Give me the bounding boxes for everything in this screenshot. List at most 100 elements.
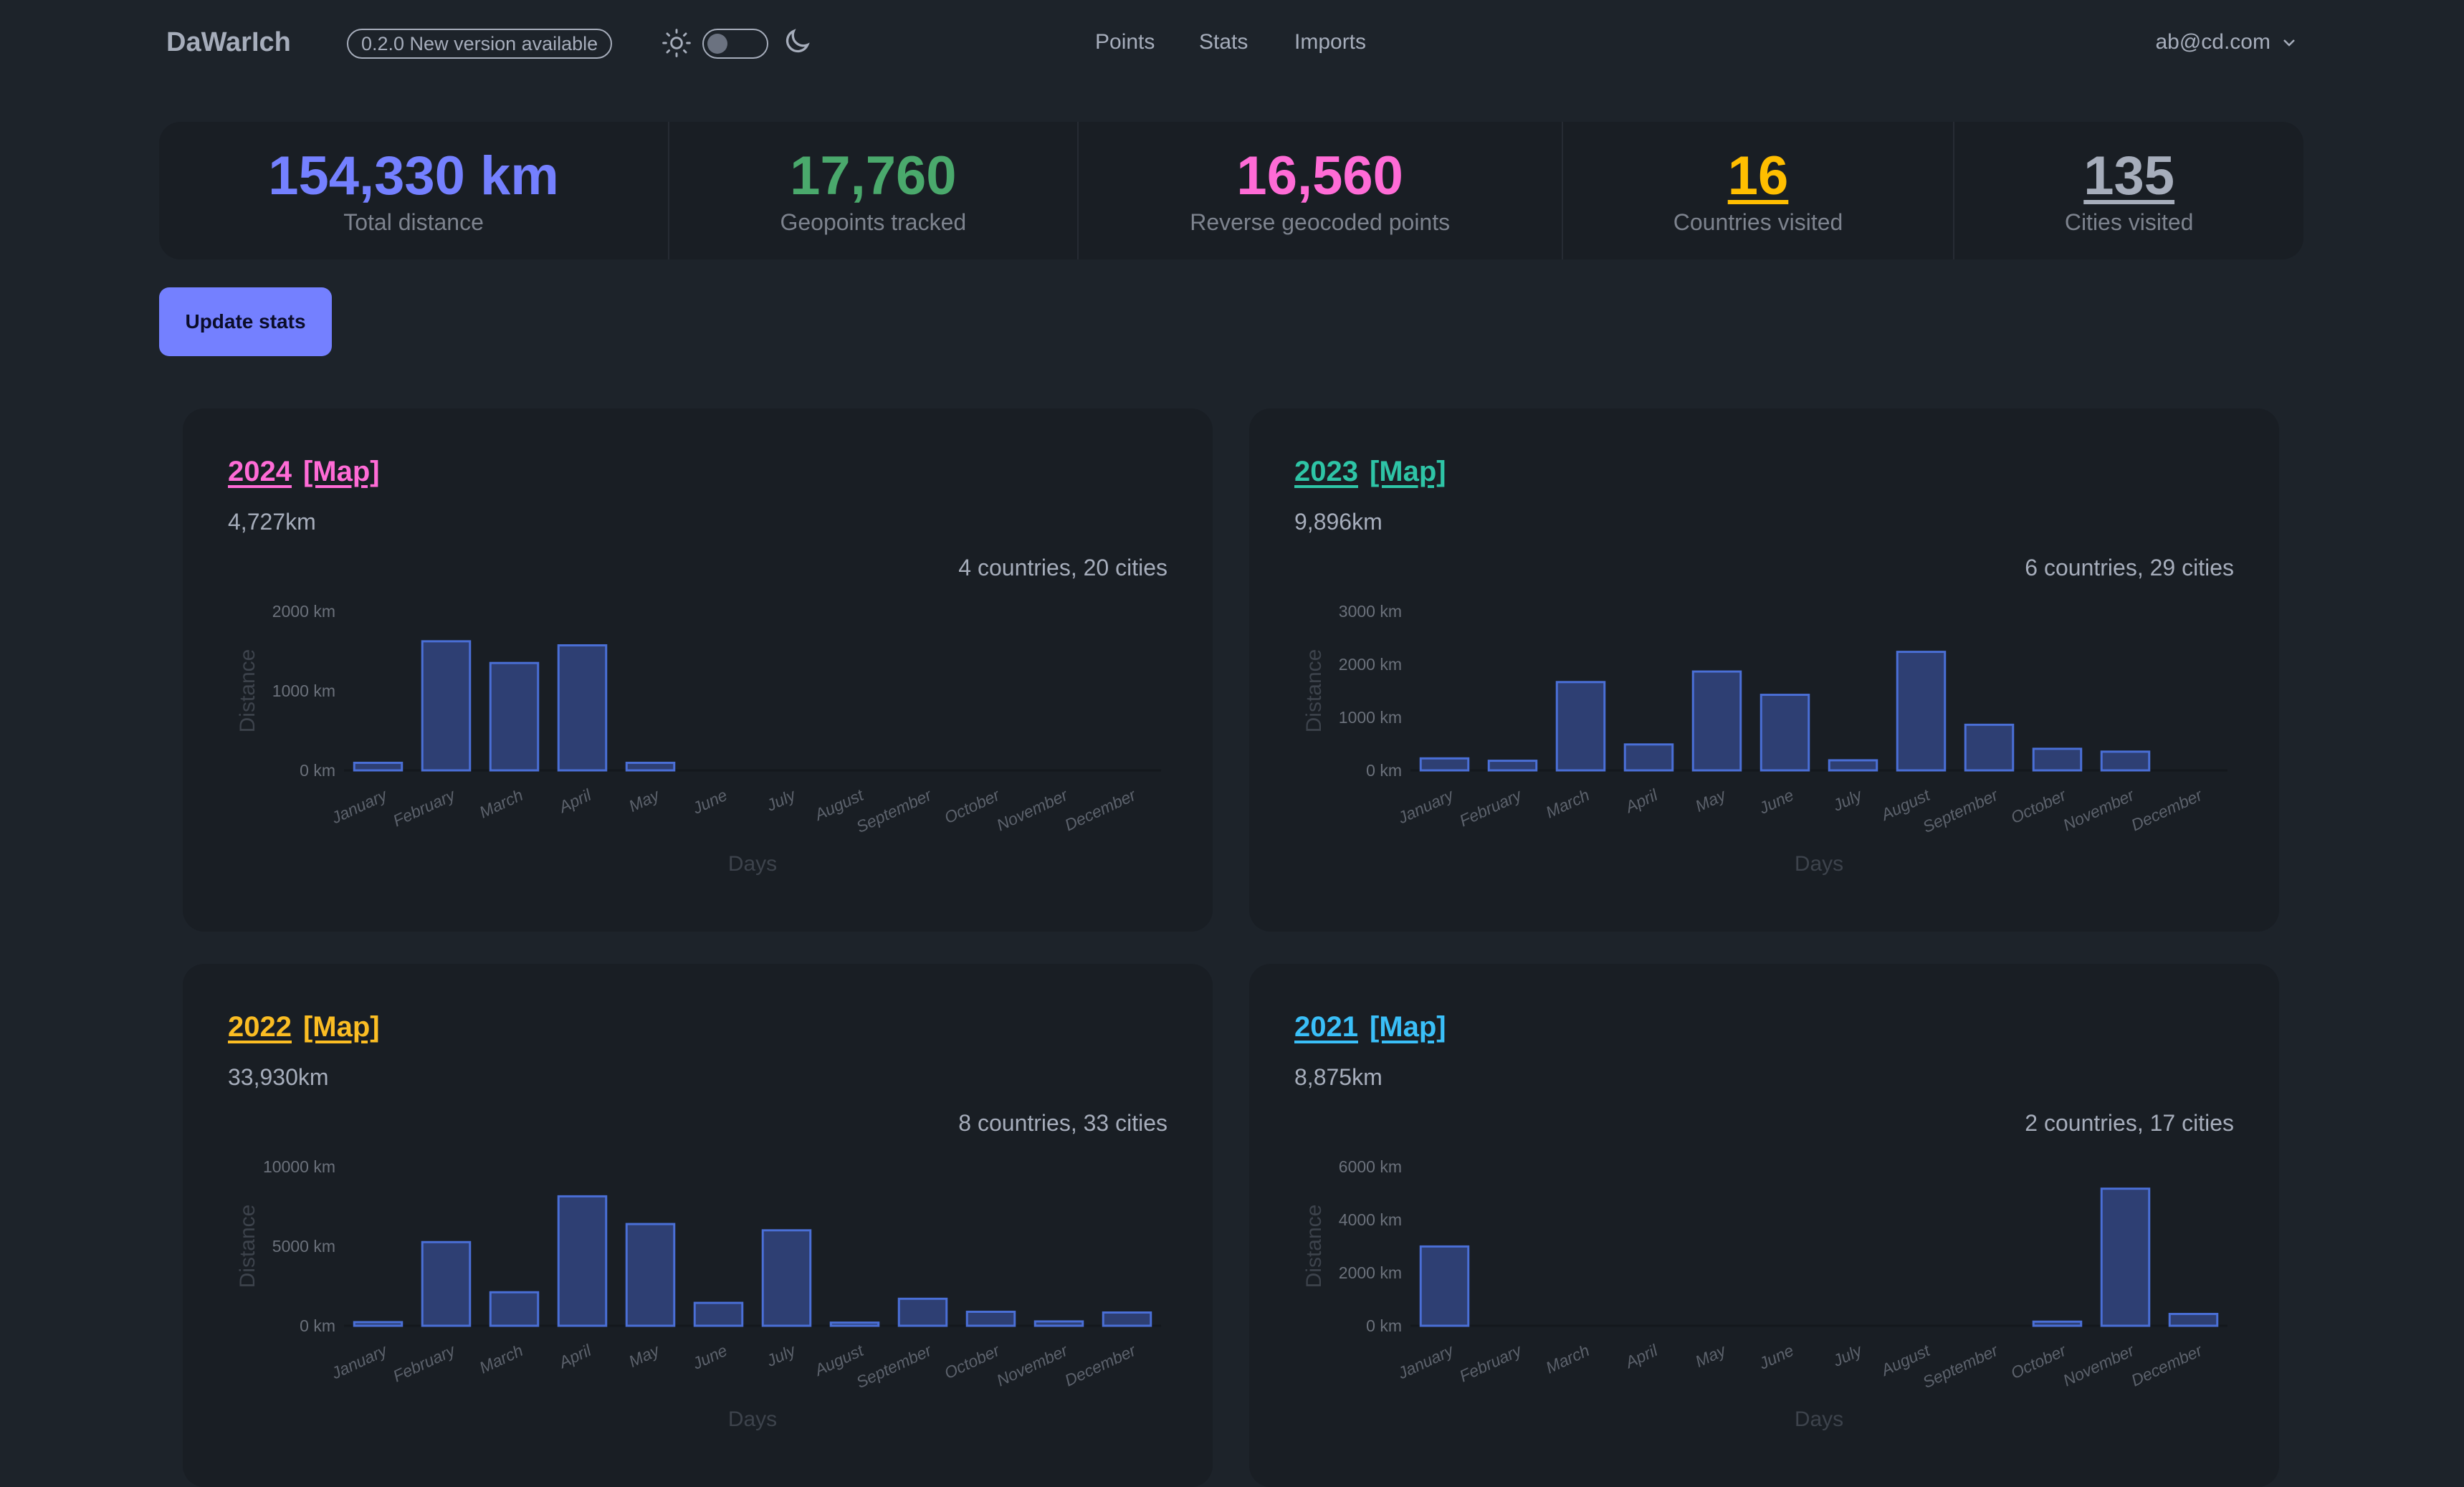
x-tick-label: July	[1830, 1340, 1866, 1370]
bar-january	[353, 1321, 403, 1327]
x-tick-label: November	[993, 785, 1071, 834]
map-link[interactable]: [Map]	[1369, 1011, 1446, 1043]
x-tick-label: April	[555, 1341, 594, 1372]
x-tick-label: May	[1692, 785, 1729, 816]
stat-label: Reverse geocoded points	[1190, 209, 1451, 235]
year-card-2022: 2022 [Map] 33,930km 8 countries, 33 citie…	[183, 964, 1213, 1487]
year-card-2024: 2024 [Map] 4,727km 4 countries, 20 cities…	[183, 408, 1213, 932]
y-tick-label: 0 km	[300, 1316, 335, 1335]
update-stats-button[interactable]: Update stats	[159, 287, 332, 356]
x-tick-label: September	[854, 785, 935, 836]
bar-august	[829, 1321, 880, 1327]
nav-link-stats[interactable]: Stats	[1199, 30, 1248, 54]
x-tick-label: December	[1061, 785, 1139, 834]
bar-december	[1102, 1311, 1152, 1327]
x-tick-label: December	[2128, 785, 2205, 834]
x-tick-label: December	[1061, 1340, 1139, 1390]
countries-link[interactable]: 16	[1727, 145, 1789, 206]
y-axis-title: Distance	[236, 649, 259, 733]
year-distance: 8,875km	[1294, 1064, 1383, 1090]
year-link[interactable]: 2022	[228, 1011, 292, 1043]
x-tick-label: May	[1692, 1340, 1729, 1371]
bar-october	[965, 1310, 1016, 1327]
x-tick-label: January	[328, 785, 391, 827]
version-badge[interactable]: 0.2.0 New version available	[347, 29, 613, 59]
year-link[interactable]: 2023	[1294, 456, 1358, 487]
year-card-2021: 2021 [Map] 8,875km 2 countries, 17 cities…	[1249, 964, 2279, 1487]
bar-february	[421, 1240, 472, 1327]
x-tick-label: January	[1395, 1340, 1457, 1382]
year-link[interactable]: 2021	[1294, 1011, 1358, 1043]
y-tick-label: 0 km	[1366, 761, 1402, 780]
x-tick-label: September	[854, 1340, 935, 1392]
year-title: 2022 [Map]	[228, 1011, 391, 1043]
x-tick-label: February	[1456, 785, 1525, 830]
bar-june	[693, 1301, 744, 1327]
bar-april	[1623, 743, 1674, 772]
year-link[interactable]: 2024	[228, 456, 292, 487]
y-tick-label: 6000 km	[1339, 1157, 1402, 1176]
bar-october	[2032, 747, 2083, 772]
map-link[interactable]: [Map]	[302, 1011, 380, 1043]
moon-icon	[785, 29, 810, 53]
y-tick-label: 2000 km	[1339, 655, 1402, 674]
x-tick-label: November	[993, 1340, 1071, 1390]
bar-june	[1759, 694, 1810, 772]
cities-link[interactable]: 135	[2083, 145, 2175, 206]
x-tick-label: September	[1920, 785, 2002, 836]
year-title: 2021 [Map]	[1294, 1011, 1458, 1043]
year-summary: 4 countries, 20 cities	[958, 555, 1167, 580]
bar-may	[1691, 670, 1742, 772]
nav-link-points[interactable]: Points	[1095, 30, 1155, 54]
x-tick-label: October	[941, 785, 1003, 827]
bar-august	[1896, 651, 1947, 772]
bar-may	[625, 1223, 676, 1327]
nav-link-imports[interactable]: Imports	[1294, 30, 1367, 54]
x-axis-title: Days	[1795, 852, 1843, 876]
y-tick-label: 5000 km	[272, 1237, 335, 1256]
x-tick-label: April	[555, 785, 594, 817]
x-tick-label: July	[763, 785, 799, 815]
x-tick-label: July	[1830, 785, 1866, 815]
stat-label: Countries visited	[1673, 209, 1843, 235]
y-tick-label: 10000 km	[263, 1157, 335, 1176]
stat-label: Geopoints tracked	[780, 209, 967, 235]
bar-october	[2032, 1320, 2083, 1327]
x-tick-label: March	[477, 785, 526, 822]
bar-may	[625, 761, 676, 772]
x-tick-label: January	[328, 1340, 391, 1382]
year-distance: 4,727km	[228, 509, 316, 535]
x-tick-label: March	[1543, 785, 1592, 822]
bar-november	[2100, 750, 2151, 772]
map-link[interactable]: [Map]	[1369, 456, 1446, 487]
bar-february	[1487, 760, 1538, 772]
bar-april	[557, 644, 608, 772]
sun-icon	[662, 29, 691, 57]
stats-summary: 154,330 km Total distance 17,760 Geopoin…	[159, 122, 2303, 259]
bar-january	[1419, 757, 1470, 772]
toggle-knob	[707, 34, 727, 54]
bar-january	[353, 761, 403, 772]
y-axis-title: Distance	[1302, 1205, 1326, 1288]
y-tick-label: 0 km	[300, 761, 335, 780]
x-tick-label: June	[1756, 1341, 1797, 1373]
x-tick-label: March	[1543, 1341, 1592, 1377]
monthly-distance-chart: 0 km 1000 km 2000 km 3000 km Distance January…	[1302, 602, 2227, 876]
year-card-2023: 2023 [Map] 9,896km 6 countries, 29 cities…	[1249, 408, 2279, 932]
user-menu[interactable]: ab@cd.com	[2155, 30, 2298, 54]
chevron-down-icon	[2283, 39, 2295, 47]
stat-label: Cities visited	[2064, 209, 2194, 235]
x-tick-label: December	[2128, 1340, 2205, 1390]
stat-total-distance: 154,330 km Total distance	[159, 122, 670, 259]
x-tick-label: June	[689, 1341, 730, 1373]
x-tick-label: November	[2060, 785, 2137, 834]
app-logo[interactable]: DaWarIch	[166, 27, 291, 57]
y-axis-title: Distance	[1302, 649, 1326, 733]
theme-toggle[interactable]	[702, 29, 768, 59]
map-link[interactable]: [Map]	[302, 456, 380, 487]
bar-april	[557, 1195, 608, 1327]
x-tick-label: April	[1621, 785, 1661, 817]
stat-value: 154,330 km	[268, 145, 559, 206]
year-distance: 33,930km	[228, 1064, 329, 1090]
x-tick-label: October	[2007, 785, 2069, 827]
